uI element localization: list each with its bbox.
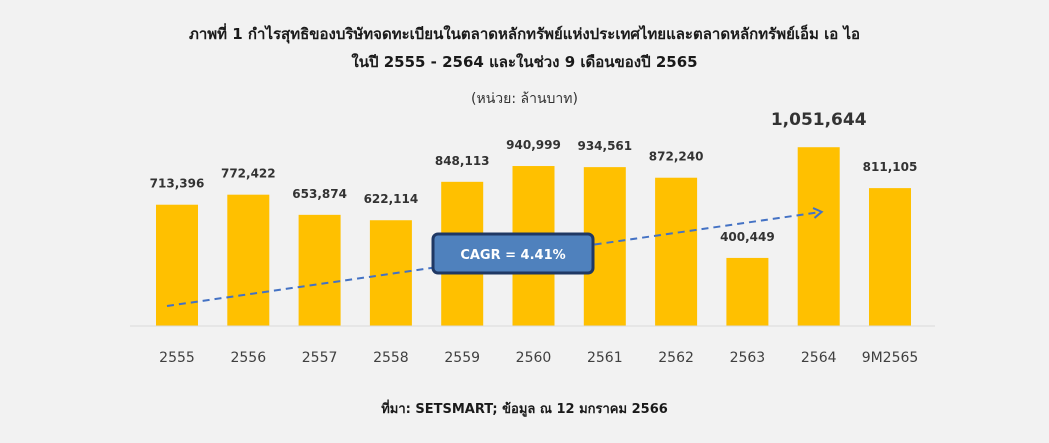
value-label-2563: 400,449 [720,230,775,244]
x-tick-label-2560: 2560 [516,350,552,366]
x-tick-label-2559: 2559 [444,350,480,366]
bar-2557 [298,214,341,326]
value-label-2557: 653,874 [292,187,347,201]
x-tick-label-2558: 2558 [373,350,409,366]
x-tick-label-2556: 2556 [230,350,266,366]
bar-2555 [156,204,198,326]
cagr-annotation-text: CAGR = 4.41% [460,248,565,263]
value-label-2560: 940,999 [506,138,561,152]
value-label-2561: 934,561 [577,139,632,153]
chart-title-line2: ในปี 2555 - 2564 และในช่วง 9 เดือนของปี … [351,53,698,71]
chart-title-line1: ภาพที่ 1 กำไรสุทธิของบริษัทจดทะเบียนในตล… [188,25,861,43]
x-tick-label-2563: 2563 [730,350,766,366]
x-tick-label-2562: 2562 [658,350,694,366]
x-tick-label-2564: 2564 [801,350,837,366]
value-label-2558: 622,114 [364,192,419,206]
source-note: ที่มา: SETSMART; ข้อมูล ณ 12 มกราคม 2566 [381,402,668,417]
bar-2556 [227,194,270,326]
x-tick-label-9M2565: 9M2565 [862,350,919,366]
bar-2563 [726,257,769,326]
x-tick-label-2561: 2561 [587,350,623,366]
bar-2558 [369,220,412,326]
value-label-2562: 872,240 [649,150,704,164]
value-label-2564: 1,051,644 [771,110,867,130]
value-label-2555: 713,396 [150,177,205,191]
value-label-2559: 848,113 [435,154,490,168]
cagr-annotation: CAGR = 4.41% [431,232,595,275]
bar-2562 [655,177,698,326]
x-tick-label-2557: 2557 [302,350,338,366]
value-label-9M2565: 811,105 [863,160,918,174]
bar-2564 [797,147,840,326]
unit-label: (หน่วย: ล้านบาท) [471,91,578,107]
x-tick-label-2555: 2555 [159,350,195,366]
value-label-2556: 772,422 [221,167,276,181]
bar-9M2565 [869,188,911,326]
